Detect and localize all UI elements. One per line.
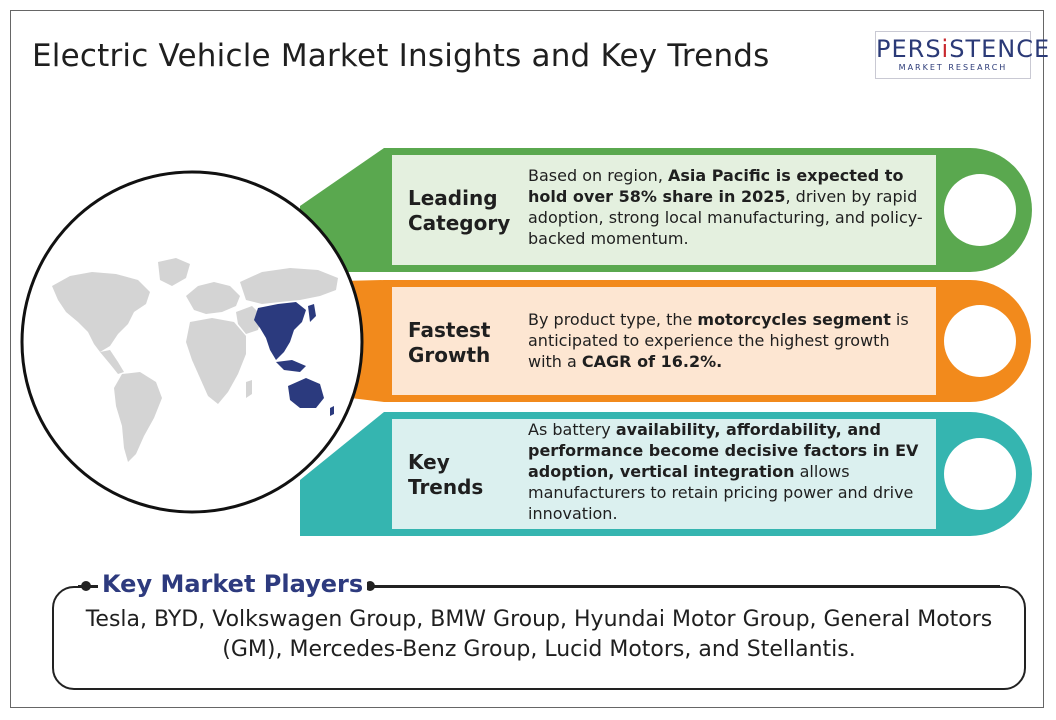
row-label-leading-category: Leading Category (408, 186, 511, 235)
north-america-shape (52, 272, 150, 352)
row-text-key-trends: As battery availability, affordability, … (528, 419, 932, 524)
green-content-box (392, 155, 936, 265)
teal-connector (300, 412, 384, 536)
madagascar-shape (246, 380, 252, 398)
world-map (52, 258, 338, 462)
central-america-shape (100, 350, 124, 374)
north-asia-shape (240, 268, 338, 304)
row-text-leading-category: Based on region, Asia Pacific is expecte… (528, 165, 928, 249)
row-text-segment: allows manufacturers to retain pricing p… (528, 462, 914, 523)
logo-tagline: MARKET RESEARCH (898, 63, 1008, 72)
new-zealand-shape (330, 406, 334, 416)
row-text-fastest-growth: By product type, the motorcycles segment… (528, 309, 928, 372)
row-text-segment: , driven by rapid adoption, strong local… (528, 187, 923, 248)
south-america-shape (114, 372, 162, 462)
key-players-title: Key Market Players (98, 570, 368, 598)
row-label-fastest-growth: Fastest Growth (408, 318, 491, 367)
australia-shape (288, 378, 324, 408)
green-end-circle (944, 174, 1016, 246)
europe-shape (186, 282, 240, 314)
row-text-segment: Asia Pacific is expected to hold over 58… (528, 166, 904, 206)
row-text-segment: CAGR of 16.2%. (581, 352, 723, 371)
key-players-box (52, 586, 1026, 690)
row-text-segment: availability, affordability, and perform… (528, 420, 919, 481)
africa-shape (186, 318, 246, 404)
row-text-segment: By product type, the (528, 310, 698, 329)
orange-content-box (392, 287, 936, 395)
row-text-segment: Based on region, (528, 166, 668, 185)
logo-wordmark: PERSiSTENCE (876, 35, 1051, 63)
teal-end-circle (944, 438, 1016, 510)
southeast-asia-islands-shape (276, 360, 306, 372)
page-title: Electric Vehicle Market Insights and Key… (32, 38, 770, 74)
row-text-segment: is anticipated to experience the highest… (528, 310, 909, 371)
key-players-list: Tesla, BYD, Volkswagen Group, BMW Group,… (85, 607, 993, 662)
japan-shape (308, 304, 316, 322)
teal-content-box (392, 419, 936, 529)
row-text-segment: motorcycles segment (697, 310, 891, 329)
frame (10, 10, 1044, 708)
greenland-shape (158, 258, 190, 286)
asia-pacific-shape (254, 302, 306, 360)
row-label-key-trends: Key Trends (408, 450, 484, 499)
middle-east-shape (236, 306, 262, 334)
row-text-segment: As battery (528, 420, 616, 439)
persistence-logo: PERSiSTENCE MARKET RESEARCH (875, 31, 1051, 79)
orange-end-circle (944, 305, 1016, 377)
